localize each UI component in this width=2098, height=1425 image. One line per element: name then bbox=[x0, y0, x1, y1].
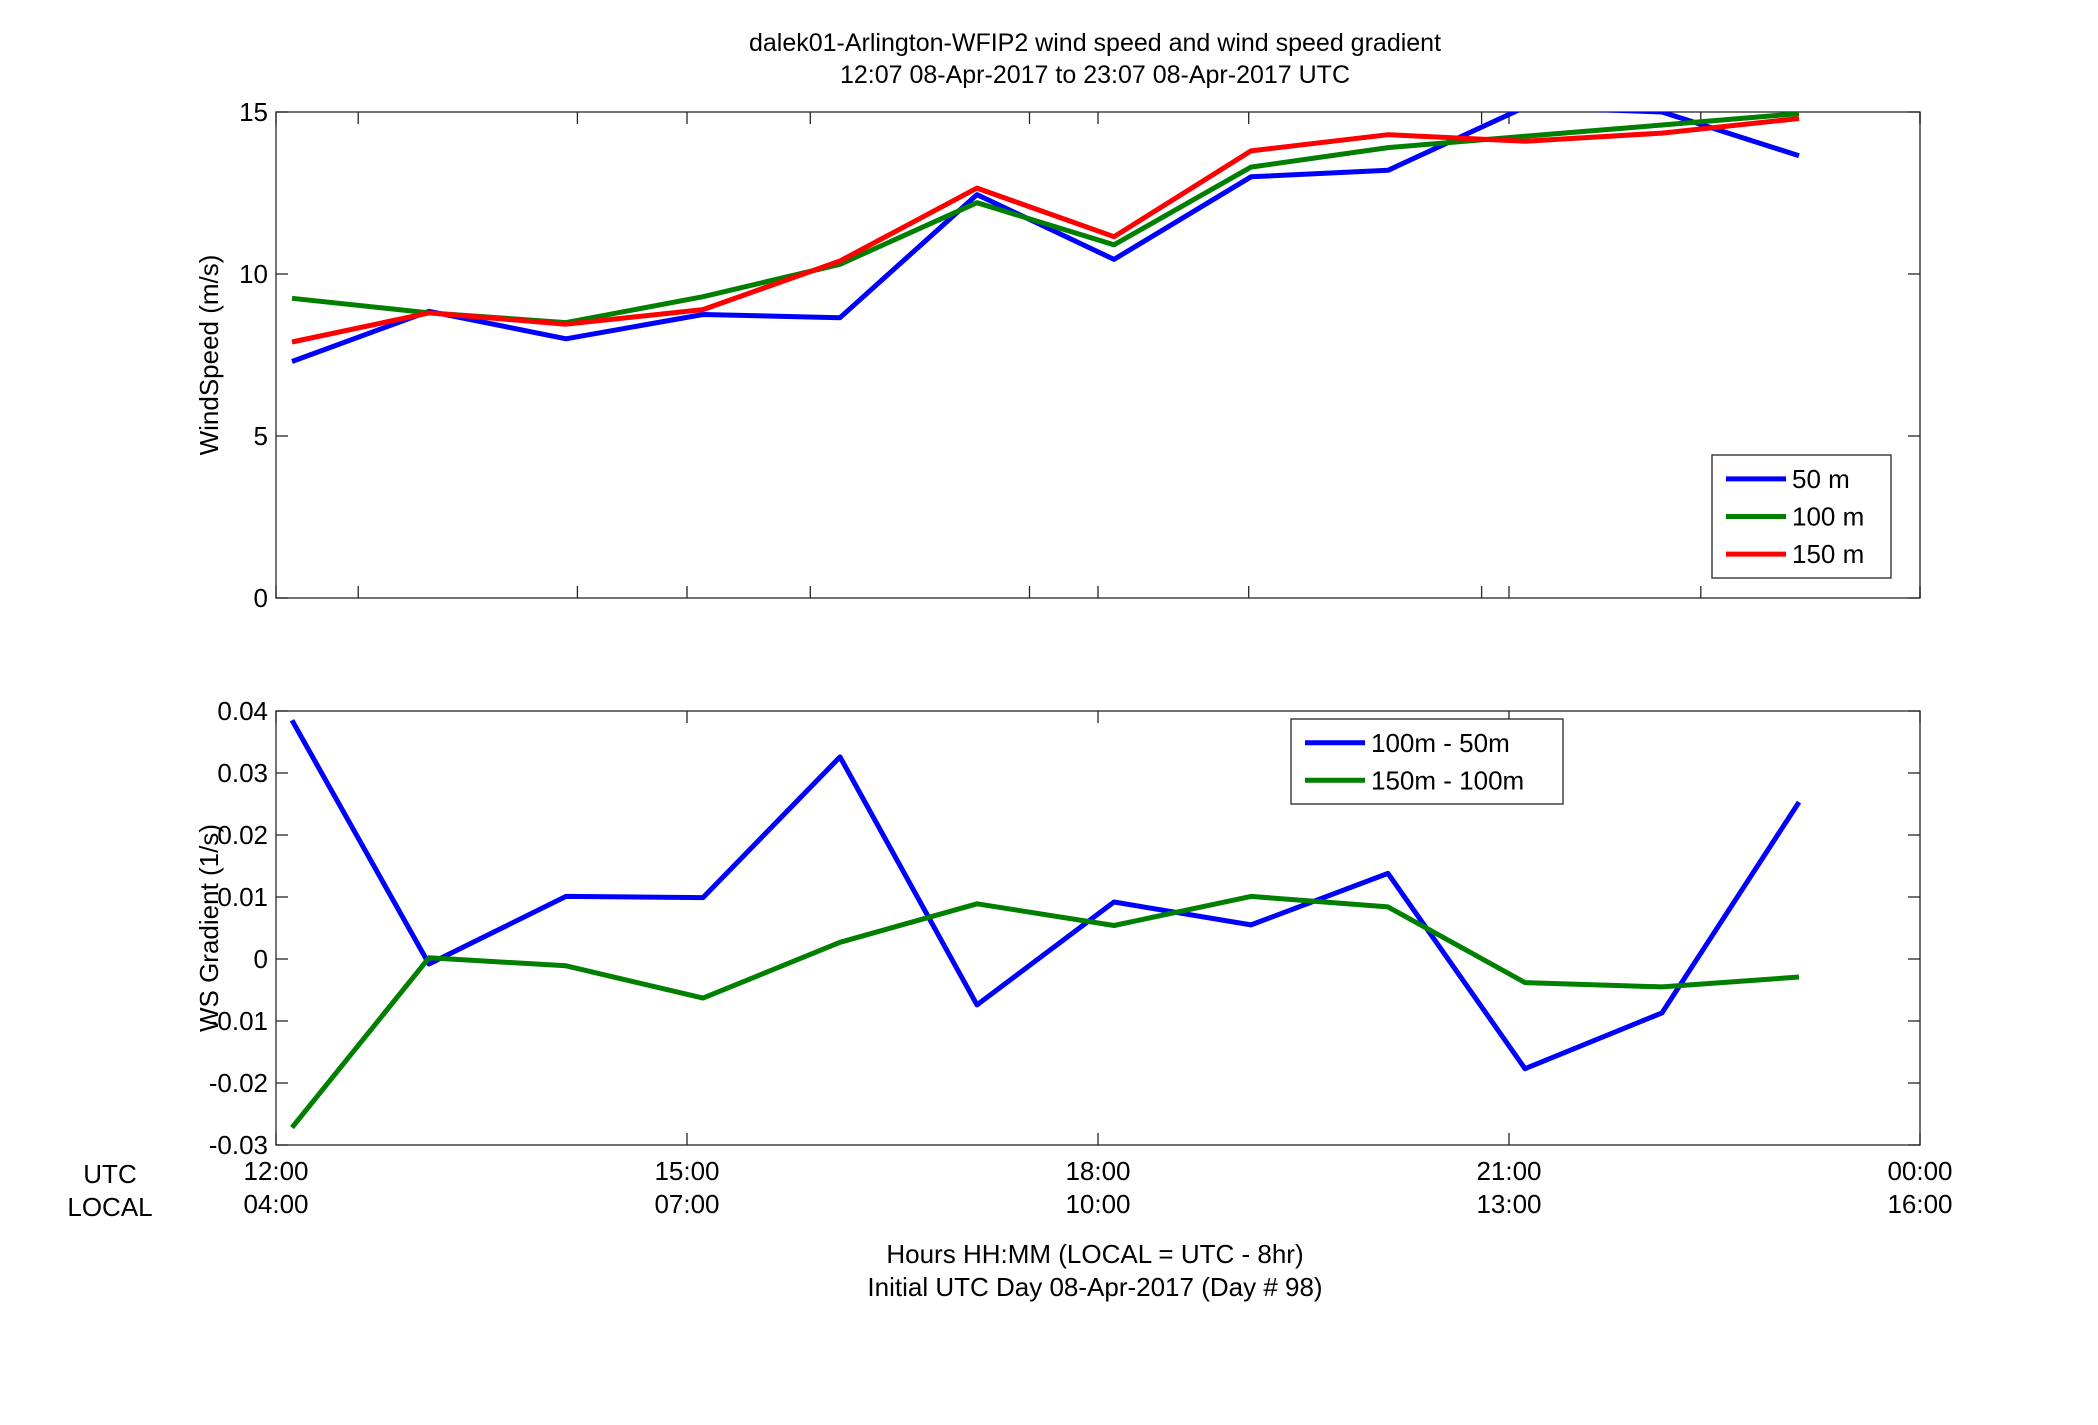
series-line-50-m bbox=[291, 112, 1800, 364]
y-tick-label: 0.03 bbox=[217, 758, 268, 788]
y-tick-label: 5 bbox=[254, 421, 268, 451]
legend-box bbox=[1290, 718, 1564, 805]
windspeed-panel: 0 5 10 15 WindSpeed (m/s) 50 m 100 m 150 m bbox=[194, 97, 1921, 613]
legend: 50 m 100 m 150 m bbox=[1711, 454, 1892, 579]
x-tick-label-utc: 00:00 bbox=[1887, 1156, 1952, 1186]
y-tick-label: 0.02 bbox=[217, 820, 268, 850]
chart-title-line1: dalek01-Arlington-WFIP2 wind speed and w… bbox=[749, 29, 1441, 57]
x-tick-label-utc: 12:00 bbox=[243, 1156, 308, 1186]
legend-entry-label: 150m - 100m bbox=[1371, 765, 1524, 795]
y-tick-label: 15 bbox=[239, 97, 268, 127]
x-tick-label-utc: 15:00 bbox=[654, 1156, 719, 1186]
y-axis-label: WS Gradient (1/s) bbox=[194, 824, 224, 1032]
y-tick-label: -0.03 bbox=[209, 1130, 268, 1160]
legend-entry-label: 150 m bbox=[1792, 539, 1864, 569]
x-axis-label-line1: Hours HH:MM (LOCAL = UTC - 8hr) bbox=[886, 1239, 1303, 1269]
series-line-150-m bbox=[291, 116, 1800, 345]
y-tick-label: 0.04 bbox=[217, 696, 268, 726]
y-axis-label: WindSpeed (m/s) bbox=[194, 255, 224, 456]
legend-entry-label: 50 m bbox=[1792, 464, 1850, 494]
legend: 100m - 50m 150m - 100m bbox=[1290, 718, 1564, 805]
x-tick-label-local: 04:00 bbox=[243, 1189, 308, 1219]
gradient-panel: -0.03 -0.02 -0.01 0 0.01 0.02 0.03 0.04 WS Gradi… bbox=[194, 696, 1921, 1160]
y-tick-label: 0 bbox=[254, 583, 268, 613]
y-tick-label: 0.01 bbox=[217, 882, 268, 912]
x-tick-label-local: 07:00 bbox=[654, 1189, 719, 1219]
legend-entry-label: 100m - 50m bbox=[1371, 728, 1510, 758]
local-row-label: LOCAL bbox=[67, 1192, 152, 1222]
utc-row-label: UTC bbox=[83, 1159, 136, 1189]
x-axis-label-line2: Initial UTC Day 08-Apr-2017 (Day # 98) bbox=[867, 1272, 1322, 1302]
y-tick-label: 0 bbox=[254, 944, 268, 974]
series-line-100m-50m bbox=[289, 719, 1802, 1072]
x-tick-label-local: 10:00 bbox=[1065, 1189, 1130, 1219]
series-line-150m-100m bbox=[290, 893, 1800, 1130]
legend-entry-label: 100 m bbox=[1792, 502, 1864, 532]
chart-title-line2: 12:07 08-Apr-2017 to 23:07 08-Apr-2017 U… bbox=[840, 61, 1350, 89]
y-tick-label: -0.01 bbox=[209, 1006, 268, 1036]
x-tick-label-local: 13:00 bbox=[1476, 1189, 1541, 1219]
x-tick-label-utc: 18:00 bbox=[1065, 1156, 1130, 1186]
x-tick-label-local: 16:00 bbox=[1887, 1189, 1952, 1219]
y-tick-label: 10 bbox=[239, 259, 268, 289]
y-tick-label: -0.02 bbox=[209, 1068, 268, 1098]
x-tick-label-utc: 21:00 bbox=[1476, 1156, 1541, 1186]
